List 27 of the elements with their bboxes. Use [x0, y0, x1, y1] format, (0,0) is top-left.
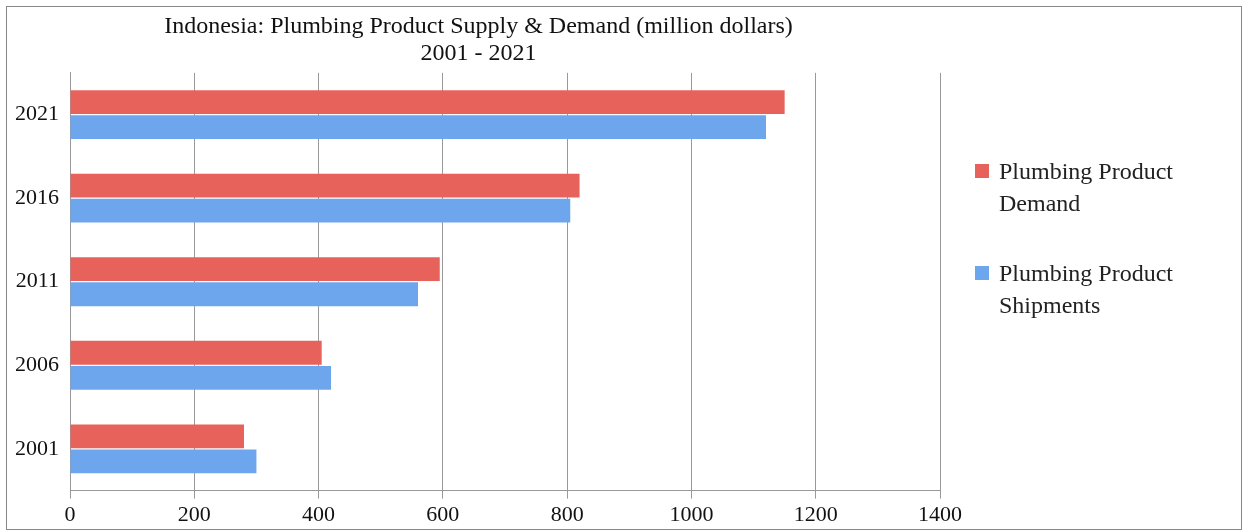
x-tick-label: 1200	[793, 500, 838, 526]
legend-label: Plumbing Product Demand	[999, 157, 1174, 218]
x-tick-label: 600	[426, 500, 460, 526]
bar	[70, 340, 322, 365]
x-tick-label: 0	[64, 500, 76, 526]
chart-title: Indonesia: Plumbing Product Supply & Demand (million dollars)	[164, 12, 793, 39]
bar	[70, 173, 580, 198]
x-tick-label: 1000	[669, 500, 714, 526]
chart-subtitle: 2001 - 2021	[420, 38, 537, 65]
y-tick-label: 2021	[15, 100, 59, 126]
bar	[70, 365, 331, 390]
bar	[70, 449, 257, 474]
bar	[70, 198, 571, 223]
legend-label: Plumbing Product Shipments	[999, 259, 1174, 320]
bar	[70, 257, 440, 282]
x-tick-label: 1400	[918, 500, 962, 526]
bar	[70, 115, 766, 140]
y-tick-label: 2001	[15, 434, 59, 460]
x-tick-label: 800	[550, 500, 584, 526]
bar	[70, 90, 785, 114]
x-tick-label: 400	[302, 500, 336, 526]
y-tick-label: 2011	[15, 267, 59, 293]
y-tick-label: 2006	[15, 351, 59, 377]
bar	[70, 424, 244, 449]
y-tick-label: 2016	[15, 183, 59, 209]
bar	[70, 282, 418, 307]
x-tick-label: 200	[177, 500, 211, 526]
